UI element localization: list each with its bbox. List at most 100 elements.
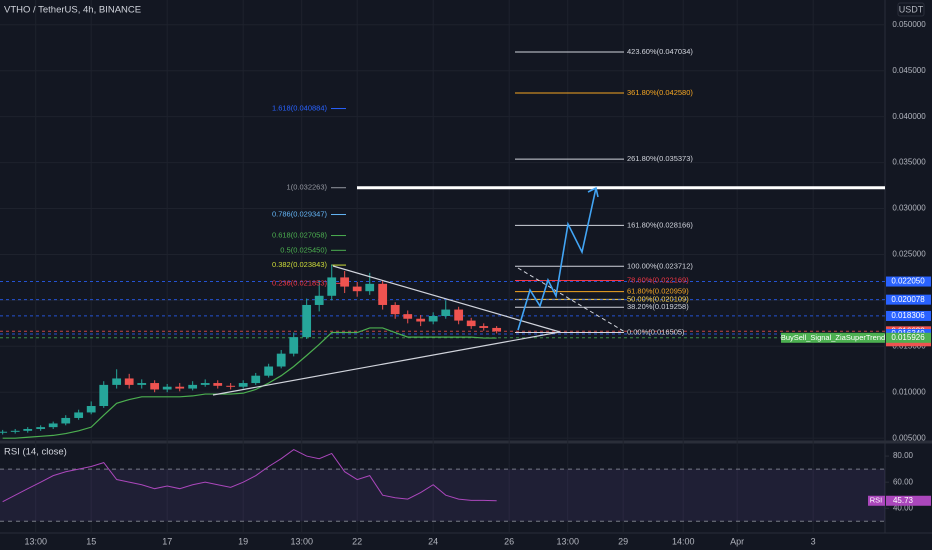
candle-body [390, 304, 400, 315]
y-tick-label: 0.045000 [892, 66, 926, 75]
fib-right-label: 261.80%(0.035373) [627, 154, 693, 163]
price-marker-tag [886, 310, 931, 321]
chart-title: VTHO / TetherUS, 4h, BINANCE [4, 5, 141, 16]
candle-body [378, 283, 388, 305]
rsi-tick-label: 60.00 [893, 477, 914, 486]
fib-right-label: 78.60%(0.022169) [627, 275, 689, 284]
x-tick-label: 13:00 [24, 536, 47, 546]
candle-body [340, 277, 350, 287]
candle-body [365, 283, 375, 292]
candle-body [352, 286, 362, 292]
y-tick-label: 0.010000 [892, 387, 926, 396]
x-tick-label: 26 [504, 536, 514, 546]
y-tick-label: 0.030000 [892, 204, 926, 213]
x-tick-label: 29 [618, 536, 628, 546]
fib-right-label: 161.80%(0.028166) [627, 220, 693, 229]
fib-left-label: 0.786(0.029347) [272, 210, 328, 219]
price-marker-label: 0.015926 [891, 333, 925, 342]
currency-box [897, 2, 925, 17]
candle-body [61, 417, 71, 424]
price-marker-label: 0.020078 [891, 295, 925, 304]
fib-right-label: 361.80%(0.042580) [627, 88, 693, 97]
candle-body [441, 309, 451, 316]
triangle-lower [212, 331, 561, 396]
candle-body [454, 309, 464, 321]
candle-body [74, 412, 84, 418]
candle-body [479, 326, 489, 328]
candle-body [276, 353, 286, 367]
candle-body [23, 428, 33, 431]
fib-right-label: 38.20%(0.019258) [627, 302, 689, 311]
candle-body [416, 318, 426, 322]
candle-body [251, 375, 261, 384]
candle-body [188, 384, 198, 389]
x-tick-label: 3 [811, 536, 816, 546]
candle-body [48, 423, 58, 428]
x-tick-label: Apr [730, 536, 744, 546]
currency: USDT [899, 4, 924, 14]
triangle-upper [332, 265, 561, 333]
x-tick-label: 13:00 [556, 536, 579, 546]
rsi-band [0, 469, 885, 522]
rsi-tick-label: 40.00 [893, 503, 914, 512]
indicator-name: BuySell_Signal_ZiaSuperTrend [781, 333, 885, 342]
candle-body [112, 378, 122, 385]
fib-left-label: 0.236(0.021853) [272, 278, 328, 287]
fib-left-label: 1(0.032263) [287, 183, 328, 192]
main-pane [0, 0, 885, 533]
candle-body [314, 295, 324, 305]
candle-body [466, 320, 476, 327]
price-marker-label: 0.022050 [891, 277, 925, 286]
y-tick-label: 0.050000 [892, 20, 926, 29]
fib-right-label: 0.00%(0.016505) [627, 327, 685, 336]
rsi-line [2, 448, 497, 503]
rsi-tag [868, 495, 885, 506]
x-tick-label: 13:00 [290, 536, 313, 546]
fib-right-label: 100.00%(0.023712) [627, 261, 693, 270]
price-marker-tag [886, 332, 931, 343]
rsi-title: RSI (14, close) [4, 447, 67, 458]
candle-body [403, 314, 413, 319]
x-tick-label: 15 [86, 536, 96, 546]
supertrend-line [2, 327, 497, 439]
candle-body [264, 366, 274, 376]
y-tick-label: 0.040000 [892, 112, 926, 121]
drawings [212, 186, 626, 396]
candle-body [86, 406, 96, 413]
fib-right-label: 61.80%(0.020959) [627, 287, 689, 296]
rsi-tick-label: 80.00 [893, 451, 914, 460]
candle-body [238, 383, 248, 387]
x-tick-label: 24 [428, 536, 438, 546]
fib-right-label: 50.00%(0.020109) [627, 294, 689, 303]
candle-body [36, 427, 46, 429]
candle-body [175, 386, 185, 389]
fib-left-label: 0.5(0.025450) [280, 245, 327, 254]
candle-body [0, 431, 8, 433]
x-tick-label: 17 [162, 536, 172, 546]
fib-left-label: 0.618(0.027058) [272, 231, 328, 240]
x-tick-label: 14:00 [672, 536, 695, 546]
candle-body [162, 386, 172, 390]
candle-body [226, 385, 236, 387]
rsi-value-tag [886, 495, 931, 506]
x-tick-label: 19 [238, 536, 248, 546]
candle-body [428, 315, 438, 322]
candle-body [289, 337, 299, 354]
candle-body [200, 383, 210, 385]
projection-arrowhead [587, 186, 599, 198]
fib-left-label: 0.382(0.023843) [272, 260, 328, 269]
candle-body [492, 327, 502, 332]
candle-body [10, 430, 20, 432]
candle-body [137, 383, 147, 385]
y-tick-label: 0.035000 [892, 158, 926, 167]
candle-body [124, 378, 134, 385]
price-marker-tag [886, 294, 931, 305]
projection-path [517, 187, 597, 331]
y-tick-label: 0.025000 [892, 250, 926, 259]
candle-body [99, 384, 109, 407]
rsi-tag-name: RSI [870, 496, 883, 505]
price-marker-tag [886, 276, 931, 287]
